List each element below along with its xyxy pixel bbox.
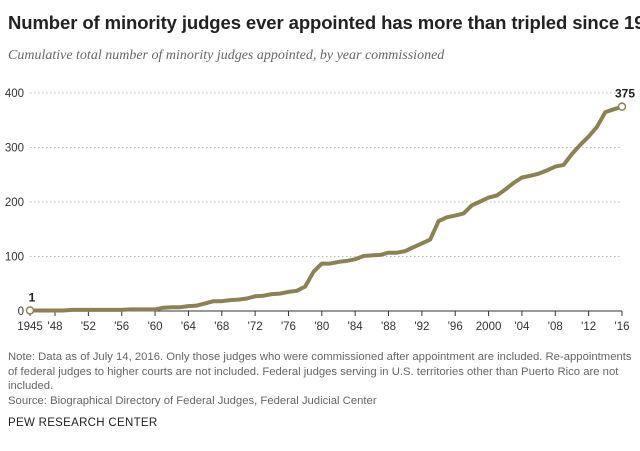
x-tick-label: '12: [581, 321, 596, 333]
brand-logo-text: PEW RESEARCH CENTER: [8, 417, 158, 429]
x-tick-label: '48: [48, 321, 63, 333]
annotations: 1 375: [25, 87, 635, 315]
data-label: 1: [29, 290, 36, 304]
x-tick-label: '56: [114, 321, 129, 333]
endpoint-marker: [617, 102, 627, 111]
x-tick-label: '52: [81, 321, 96, 333]
chart-subtitle: Cumulative total number of minority judg…: [8, 48, 445, 63]
series-line-path: [28, 104, 624, 313]
x-tick-label: '60: [148, 321, 163, 333]
x-tick-label: 1945: [17, 321, 43, 333]
series-line: [28, 104, 624, 313]
y-tick-label: 200: [5, 197, 24, 209]
chart-source: Source: Biographical Directory of Federa…: [8, 395, 377, 407]
endpoint-marker: [25, 306, 35, 315]
x-tick-label: 2000: [476, 321, 502, 333]
x-tick-label: '88: [381, 321, 396, 333]
y-tick-label: 100: [5, 252, 24, 264]
data-label: 375: [615, 87, 635, 101]
line-chart: 0 100 200 300 400 1945 '48 '52 '56 '60 '64 '68 '72 '…: [5, 87, 636, 333]
x-tick-label: '04: [514, 321, 530, 333]
x-tick-label: '64: [181, 321, 197, 333]
x-tick-label: '96: [448, 321, 463, 333]
y-tick-label: 0: [18, 306, 24, 318]
x-tick-label: '84: [348, 321, 364, 333]
y-axis-tick-labels: 0 100 200 300 400: [5, 88, 24, 318]
x-tick-label: '68: [214, 321, 229, 333]
x-tick-label: '76: [281, 321, 296, 333]
x-tick-label: '80: [314, 321, 329, 333]
x-tick-label: '92: [414, 321, 429, 333]
y-tick-label: 400: [5, 88, 24, 100]
x-tick-label: '08: [548, 321, 563, 333]
x-tick-label: '16: [615, 321, 630, 333]
chart-note: Note: Data as of July 14, 2016. Only tho…: [8, 351, 632, 393]
y-tick-label: 300: [5, 143, 24, 155]
chart-title: Number of minority judges ever appointed…: [8, 12, 640, 33]
x-axis: 1945 '48 '52 '56 '60 '64 '68 '72 '76 '80 '84 '88 '92…: [17, 310, 630, 333]
x-tick-label: '72: [248, 321, 263, 333]
gridlines: [30, 92, 622, 257]
